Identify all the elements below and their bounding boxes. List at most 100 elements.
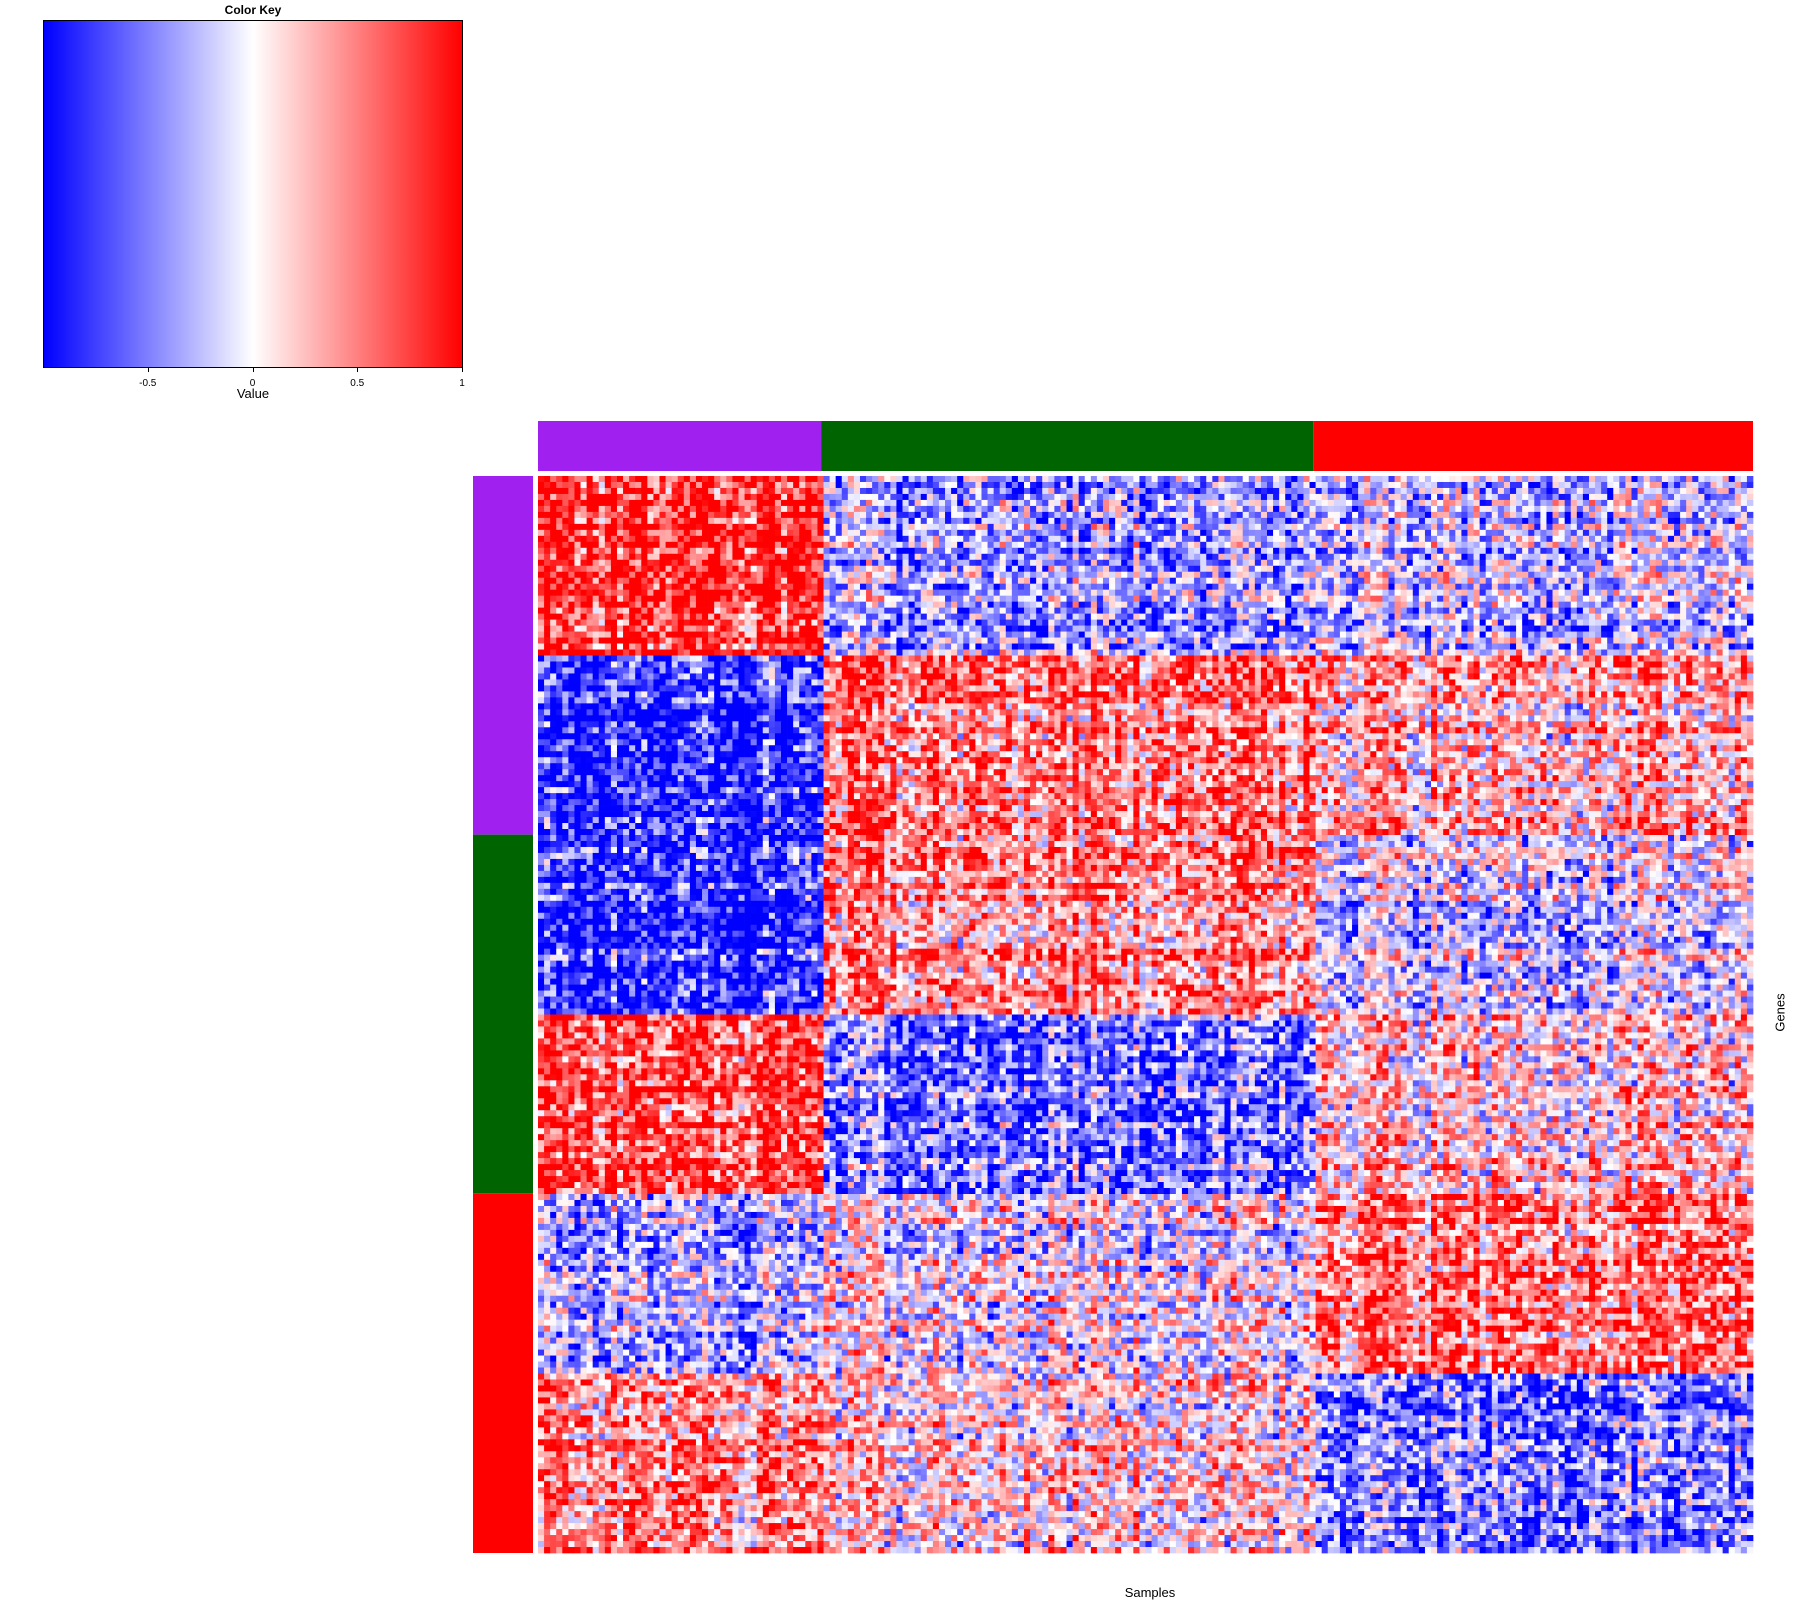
heatmap-cell [1255,488,1261,494]
heatmap-cell [1340,518,1346,524]
heatmap-cell [872,518,878,524]
heatmap-cell [1498,512,1504,518]
heatmap-cell [1024,512,1030,518]
heatmap-cell [1546,512,1552,518]
heatmap-cell [903,500,909,506]
heatmap-cell [1522,488,1528,494]
heatmap-cell [793,506,799,512]
heatmap-cell [951,488,957,494]
heatmap-cell [556,494,562,500]
heatmap-cell [1121,494,1127,500]
heatmap-cell [1291,488,1297,494]
heatmap-cell [1091,512,1097,518]
heatmap-cell [1018,512,1024,518]
heatmap-cell [1146,518,1152,524]
heatmap-cell [1437,500,1443,506]
heatmap-cell [1601,476,1607,482]
heatmap-cell [854,518,860,524]
heatmap-cell [1036,512,1042,518]
heatmap-cell [1334,518,1340,524]
heatmap-cell [556,524,562,530]
heatmap-cell [1632,494,1638,500]
heatmap-cell [1224,488,1230,494]
heatmap-cell [1340,512,1346,518]
heatmap-cell [738,524,744,530]
heatmap-cell [1632,518,1638,524]
heatmap-cell [635,500,641,506]
heatmap-cell [927,506,933,512]
heatmap-cell [1437,494,1443,500]
heatmap-cell [1662,518,1668,524]
heatmap-cell [1310,488,1316,494]
heatmap-cell [1510,482,1516,488]
heatmap-cell [1000,476,1006,482]
heatmap-cell [981,518,987,524]
heatmap-cell [939,506,945,512]
heatmap-cell [1638,512,1644,518]
heatmap-cell [732,494,738,500]
heatmap-cell [1510,500,1516,506]
heatmap-cell [1638,494,1644,500]
heatmap-cell [1231,494,1237,500]
heatmap-cell [1741,476,1747,482]
heatmap-cell [775,482,781,488]
heatmap-cell [720,482,726,488]
heatmap-cell [1589,512,1595,518]
heatmap-cell [1577,500,1583,506]
heatmap-cell [1085,494,1091,500]
heatmap-cell [1467,482,1473,488]
heatmap-cell [1364,482,1370,488]
heatmap-cell [951,476,957,482]
heatmap-cell [1455,494,1461,500]
heatmap-cell [1310,512,1316,518]
heatmap-cell [666,506,672,512]
heatmap-cell [1097,506,1103,512]
heatmap-cell [787,500,793,506]
heatmap-cell [623,500,629,506]
heatmap-cell [1589,506,1595,512]
heatmap-cell [1571,494,1577,500]
heatmap-cell [568,476,574,482]
heatmap-cell [1261,476,1267,482]
heatmap-cell [1710,512,1716,518]
heatmap-cell [1395,488,1401,494]
heatmap-cell [1735,512,1741,518]
heatmap-cell [1000,488,1006,494]
heatmap-cell [1085,482,1091,488]
heatmap-cell [1595,518,1601,524]
heatmap-cell [678,518,684,524]
heatmap-cell [1723,506,1729,512]
heatmap-cell [581,476,587,482]
heatmap-cell [1012,482,1018,488]
heatmap-cell [1328,482,1334,488]
heatmap-cell [1273,512,1279,518]
heatmap-cell [653,524,659,530]
heatmap-cell [1382,500,1388,506]
heatmap-cell [562,476,568,482]
heatmap-cell [927,488,933,494]
heatmap-cell [1601,494,1607,500]
heatmap-cell [1729,506,1735,512]
heatmap-cell [1206,488,1212,494]
heatmap-cell [1370,476,1376,482]
heatmap-cell [1437,482,1443,488]
heatmap-cell [1625,506,1631,512]
heatmap-cell [1443,482,1449,488]
heatmap-cell [1498,482,1504,488]
heatmap-cell [1316,500,1322,506]
heatmap-cell [848,482,854,488]
heatmap-cell [1492,500,1498,506]
heatmap-cell [568,524,574,530]
heatmap-cell [1103,512,1109,518]
heatmap-cell [1115,494,1121,500]
heatmap-cell [1589,500,1595,506]
heatmap-cell [1188,518,1194,524]
heatmap-cell [1000,482,1006,488]
heatmap-cell [1158,482,1164,488]
heatmap-cell [787,488,793,494]
heatmap-cell [1152,494,1158,500]
heatmap-cell [1449,494,1455,500]
heatmap-cell [1158,506,1164,512]
heatmap-cell [1261,506,1267,512]
heatmap-cell [1522,494,1528,500]
